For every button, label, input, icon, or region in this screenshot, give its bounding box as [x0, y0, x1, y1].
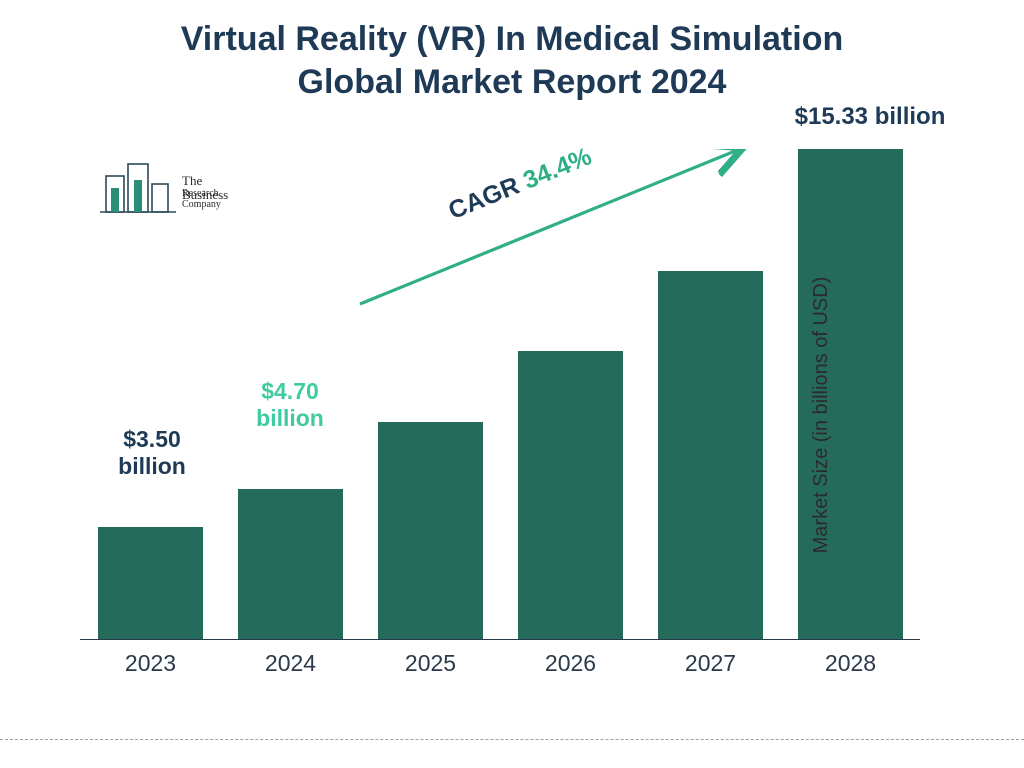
bar-2023: [98, 527, 203, 639]
x-tick-2025: 2025: [378, 650, 483, 677]
x-tick-2028: 2028: [798, 650, 903, 677]
value-label-2028: $15.33 billion: [770, 103, 970, 131]
growth-arrow-icon: [80, 149, 920, 639]
bar-2027: [658, 271, 763, 639]
plot-area: $3.50 billion $4.70 billion $15.33 billi…: [80, 150, 920, 640]
title-line-1: Virtual Reality (VR) In Medical Simulati…: [0, 18, 1024, 61]
x-tick-2027: 2027: [658, 650, 763, 677]
title-line-2: Global Market Report 2024: [0, 61, 1024, 104]
footer-dashed-line: [0, 739, 1024, 740]
bar-2024: [238, 489, 343, 639]
x-axis-labels: 2023 2024 2025 2026 2027 2028: [80, 644, 920, 680]
y-axis-label: Market Size (in billions of USD): [810, 277, 833, 554]
bar-2025: [378, 422, 483, 639]
bar-chart: $3.50 billion $4.70 billion $15.33 billi…: [80, 150, 920, 680]
x-tick-2026: 2026: [518, 650, 623, 677]
bar-2026: [518, 351, 623, 639]
chart-title: Virtual Reality (VR) In Medical Simulati…: [0, 0, 1024, 103]
x-tick-2023: 2023: [98, 650, 203, 677]
x-tick-2024: 2024: [238, 650, 343, 677]
